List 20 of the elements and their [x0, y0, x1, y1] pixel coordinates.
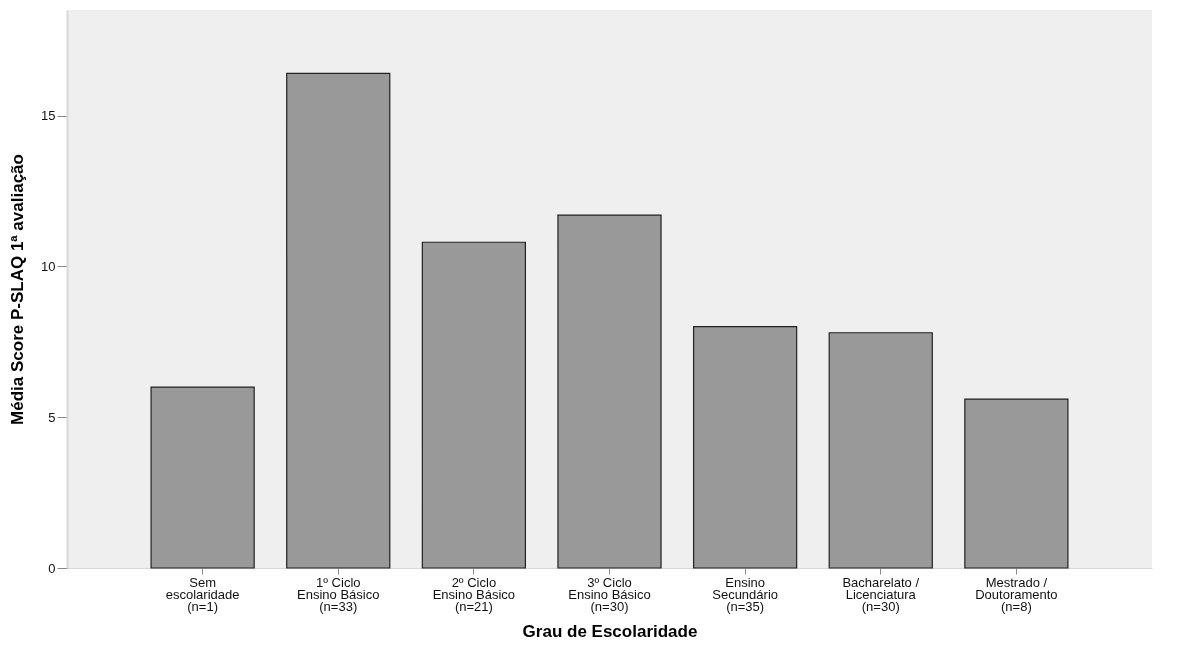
- bar: [828, 332, 933, 569]
- y-tick-label: 0: [48, 560, 56, 576]
- bar: [150, 386, 255, 569]
- bar: [286, 72, 391, 569]
- y-tick-label: 15: [41, 108, 56, 124]
- bar: [557, 214, 662, 569]
- bar: [421, 241, 527, 569]
- x-tick-label: 2º Ciclo Ensino Básico (n=21): [432, 574, 516, 614]
- x-axis-title: Grau de Escolaridade: [522, 621, 698, 641]
- x-tick-label: Sem escolaridade (n=1): [165, 574, 240, 614]
- y-tick-label: 5: [48, 409, 56, 425]
- y-tick-label: 10: [41, 258, 56, 274]
- x-tick-label: 3º Ciclo Ensino Básico (n=30): [568, 574, 651, 614]
- bar: [692, 326, 798, 569]
- bar: [964, 398, 1069, 569]
- x-tick-label: 1º Ciclo Ensino Básico (n=33): [297, 574, 380, 614]
- x-tick-label: Ensino Secundário (n=35): [712, 574, 779, 614]
- x-tick-label: Bacharelato / Licenciatura (n=30): [842, 574, 920, 614]
- x-tick-label: Mestrado / Doutoramento (n=8): [975, 574, 1058, 614]
- y-axis-title: Média Score P-SLAQ 1ª avaliação: [8, 154, 28, 425]
